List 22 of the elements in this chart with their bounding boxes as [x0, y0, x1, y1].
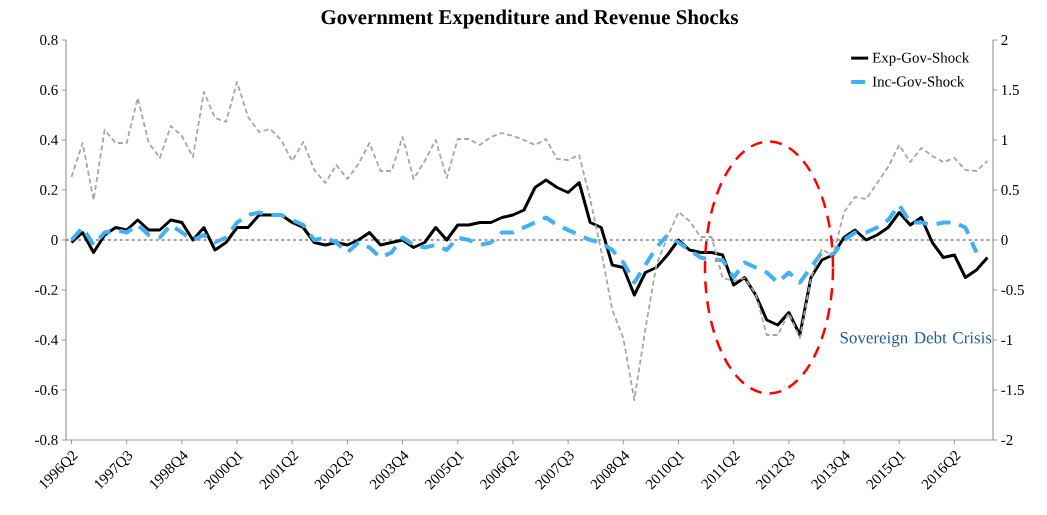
- y-tick-label: -0.4: [35, 334, 58, 346]
- y2-tick-label: -1: [1001, 335, 1013, 345]
- y-tick-label: 0.2: [40, 184, 58, 196]
- y-tick-label: -0.8: [35, 434, 58, 446]
- chart-title: Government Expenditure and Revenue Shocks: [321, 9, 738, 29]
- y2-tick-label: -2: [1001, 435, 1013, 445]
- y-tick-label: 0.6: [40, 84, 58, 96]
- legend-label: Inc-Gov-Shock: [872, 76, 965, 87]
- y2-tick-label: 2: [1001, 35, 1008, 45]
- y2-tick-label: 0: [1001, 234, 1008, 246]
- y2-tick-label: 0.5: [1001, 184, 1019, 196]
- y-tick-label: 0: [51, 234, 58, 246]
- y2-tick-label: 1.5: [1002, 84, 1019, 96]
- annotation: Sovereign Debt Crisis: [840, 331, 992, 347]
- y2-tick-label: -0.5: [1001, 284, 1024, 296]
- y-tick-label: -0.2: [35, 284, 58, 296]
- legend-label: Exp-Gov-Shock: [872, 52, 970, 66]
- y2-tick-label: 1: [1002, 135, 1008, 145]
- y-tick-label: 0.4: [40, 134, 58, 146]
- y2-tick-label: -1.5: [1001, 384, 1024, 396]
- y-tick-label: -0.6: [35, 384, 58, 396]
- y-tick-label: 0.8: [40, 34, 58, 46]
